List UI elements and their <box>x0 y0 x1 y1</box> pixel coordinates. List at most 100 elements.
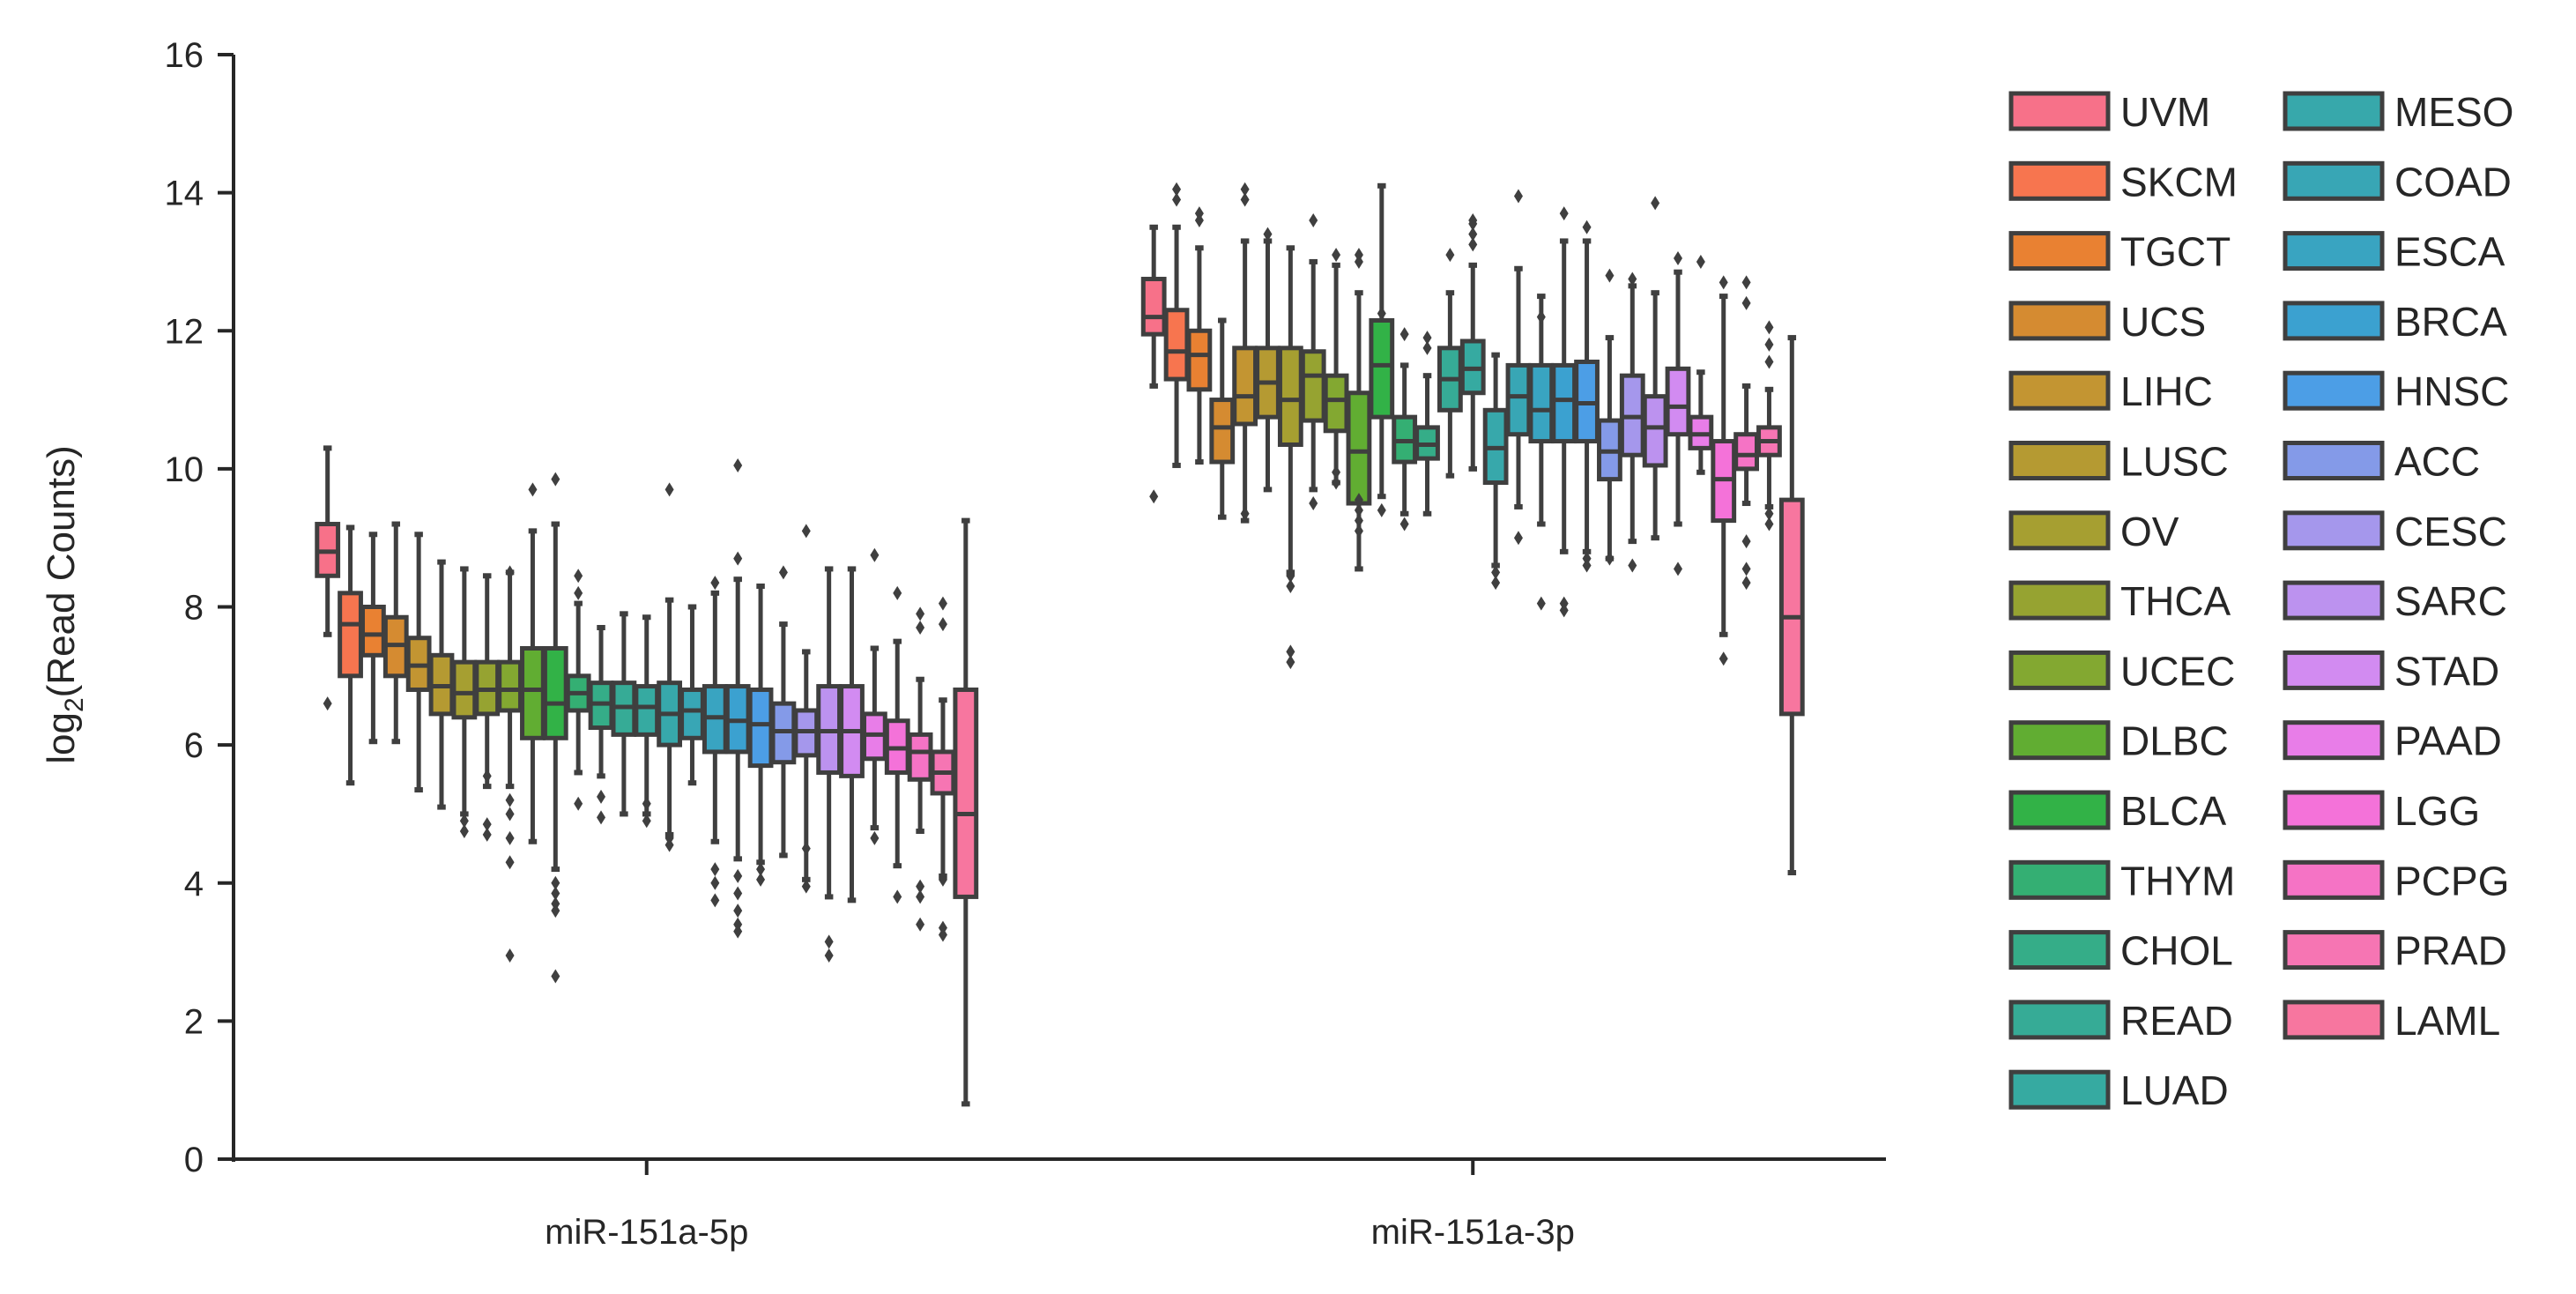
legend-item-blca: BLCA <box>2008 788 2226 834</box>
outlier-point <box>574 796 583 811</box>
box-iqr <box>497 659 523 713</box>
legend-swatch <box>2008 91 2111 131</box>
box-acc <box>770 565 797 859</box>
outlier-point <box>1263 227 1273 242</box>
outlier-point <box>1240 506 1250 521</box>
outlier-point <box>1422 331 1432 346</box>
outlier-point <box>1719 651 1728 666</box>
y-tick-label: 12 <box>165 312 204 351</box>
legend-swatch <box>2283 790 2385 830</box>
outlier-point <box>916 606 925 621</box>
legend-swatch <box>2283 91 2385 131</box>
legend-item-ucec: UCEC <box>2008 648 2235 694</box>
outlier-point <box>1149 489 1159 504</box>
outlier-point <box>733 904 743 918</box>
box-coad <box>679 604 705 786</box>
outlier-point <box>551 886 560 901</box>
legend-label: LUAD <box>2120 1067 2229 1113</box>
outlier-point <box>574 585 583 600</box>
box-iqr <box>1163 308 1190 382</box>
box-lihc <box>405 532 432 793</box>
outlier-point <box>1468 216 1478 231</box>
outlier-point <box>1286 569 1295 584</box>
box-iqr <box>634 684 660 737</box>
outlier-point <box>1582 219 1592 234</box>
legend-swatch <box>2008 510 2111 551</box>
legend-item-paad: PAAD <box>2283 718 2502 764</box>
outlier-point <box>756 872 766 887</box>
outlier-point <box>733 886 743 901</box>
box-iqr <box>1551 362 1578 444</box>
outlier-point <box>870 830 880 845</box>
outlier-point <box>1172 192 1182 207</box>
box-stad <box>839 566 865 904</box>
outlier-point <box>551 875 560 890</box>
legend-swatch <box>2283 441 2385 480</box>
outlier-point <box>482 769 492 784</box>
outlier-point <box>1559 603 1569 618</box>
legend-label: CHOL <box>2120 928 2233 974</box>
legend-swatch <box>2283 160 2385 201</box>
box-iqr <box>338 591 363 679</box>
outlier-point <box>1422 340 1432 355</box>
outlier-point <box>938 596 947 611</box>
legend-label: LIHC <box>2120 368 2213 414</box>
box-ucs <box>1209 317 1236 520</box>
outlier-point <box>893 585 902 600</box>
box-thym <box>565 569 591 811</box>
legend-item-lihc: LIHC <box>2008 368 2213 414</box>
outlier-point <box>1309 212 1318 227</box>
y-tick-label: 0 <box>184 1141 204 1179</box>
outlier-point <box>824 948 834 963</box>
y-axis-label-rest: (Read Counts) <box>40 445 83 697</box>
box-chol <box>588 624 614 825</box>
outlier-point <box>801 841 811 856</box>
legend-label: LGG <box>2394 788 2480 834</box>
box-iqr <box>679 687 705 740</box>
outlier-point <box>505 855 515 870</box>
outlier-point <box>664 837 674 852</box>
outlier-point <box>1399 327 1409 342</box>
outlier-point <box>551 904 560 918</box>
outlier-point <box>505 807 515 822</box>
y-axis-label-subscript: 2 <box>60 697 89 712</box>
outlier-point <box>528 482 538 497</box>
outlier-point <box>710 893 720 908</box>
legend-swatch <box>2008 441 2111 480</box>
legend-label: PAAD <box>2394 718 2502 764</box>
y-axis: 0 2 4 6 8 10 12 14 16 <box>165 36 235 1179</box>
box-iqr <box>1140 277 1167 337</box>
box-iqr <box>1528 362 1555 444</box>
outlier-point <box>323 696 332 711</box>
legend-item-acc: ACC <box>2283 439 2480 485</box>
box-uvm <box>1140 224 1167 504</box>
outlier-point <box>1354 254 1363 269</box>
legend-label: BRCA <box>2394 299 2507 345</box>
outlier-point <box>1674 561 1683 576</box>
outlier-point <box>459 814 469 829</box>
outlier-point <box>1741 275 1751 290</box>
outlier-point <box>642 814 651 829</box>
outlier-point <box>1240 192 1250 207</box>
outlier-point <box>1536 596 1546 611</box>
outlier-point <box>1491 576 1501 591</box>
legend-label: LAML <box>2394 998 2500 1044</box>
legend-swatch <box>2283 510 2385 551</box>
box-meso <box>657 482 683 852</box>
legend-item-chol: CHOL <box>2008 928 2233 974</box>
box-iqr <box>747 687 774 769</box>
box-luad <box>1459 212 1486 472</box>
outlier-point <box>893 889 902 904</box>
box-iqr <box>1209 398 1236 465</box>
outlier-point <box>1582 558 1592 573</box>
legend-swatch <box>2283 859 2385 900</box>
box-iqr <box>1642 394 1668 468</box>
legend-item-read: READ <box>2008 998 2233 1044</box>
legend-label: UVM <box>2120 89 2210 135</box>
box-blca <box>542 472 568 984</box>
y-axis-label-main: log <box>40 712 83 764</box>
y-axis-label: log2(Read Counts) <box>40 445 89 764</box>
outlier-point <box>756 862 766 877</box>
legend-label: DLBC <box>2120 718 2229 764</box>
box-cesc <box>793 524 820 894</box>
